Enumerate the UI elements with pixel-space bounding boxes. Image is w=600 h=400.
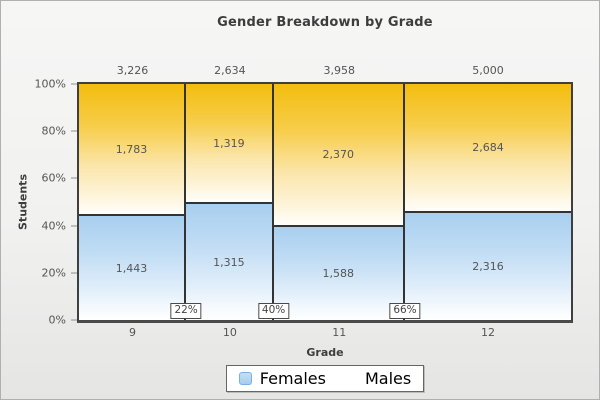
y-tick-mark xyxy=(71,130,77,132)
segment-value-label: 2,316 xyxy=(472,259,504,273)
y-axis-title: Students xyxy=(16,174,30,230)
x-tick-label: 10 xyxy=(222,326,237,339)
column-total-label: 3,226 xyxy=(116,64,149,77)
column-total-label: 5,000 xyxy=(472,64,504,77)
males-segment-grade-9[interactable]: 1,783 xyxy=(79,84,185,215)
segment-value-label: 1,783 xyxy=(115,142,148,156)
x-tick-label: 11 xyxy=(332,326,347,339)
column-total-label: 2,634 xyxy=(214,64,246,77)
segment-value-label: 2,684 xyxy=(472,140,504,154)
y-tick-mark xyxy=(71,177,77,179)
column-total-label: 3,958 xyxy=(323,64,356,77)
legend-row: Females Males xyxy=(79,365,571,392)
y-tick-label: 100% xyxy=(34,77,66,91)
legend-swatch-males xyxy=(344,372,357,385)
segment-value-label: 1,315 xyxy=(213,255,245,269)
segment-value-label: 1,588 xyxy=(322,267,355,281)
legend-item-males[interactable]: Males xyxy=(344,369,411,388)
y-tick-mark xyxy=(71,225,77,227)
y-tick-label: 0% xyxy=(48,313,66,327)
y-tick-mark xyxy=(71,83,77,85)
legend-swatch-females xyxy=(238,372,252,385)
y-tick-label: 20% xyxy=(41,266,66,280)
segment-value-label: 2,370 xyxy=(322,148,355,162)
column-grade-12: 2,684 2,316 xyxy=(404,84,571,320)
cumulative-percent-badge: 40% xyxy=(257,303,290,319)
y-tick-mark xyxy=(71,319,77,321)
females-segment-grade-11[interactable]: 1,588 xyxy=(273,225,403,320)
cumulative-percent-badge: 22% xyxy=(170,303,202,319)
y-tick-label: 40% xyxy=(41,219,66,233)
column-grade-10: 1,319 1,315 xyxy=(186,84,274,320)
column-grade-9: 1,783 1,443 xyxy=(79,84,187,320)
legend-item-label: Females xyxy=(259,369,326,388)
y-tick-label: 80% xyxy=(41,124,66,138)
y-axis-tick-marks xyxy=(71,83,77,321)
legend-item-label: Males xyxy=(364,369,412,388)
females-segment-grade-10[interactable]: 1,315 xyxy=(186,202,272,320)
males-segment-grade-10[interactable]: 1,319 xyxy=(186,84,272,203)
x-axis-tick-labels: 9 10 11 12 xyxy=(79,326,571,339)
legend: Females Males xyxy=(225,365,425,392)
segment-value-label: 1,319 xyxy=(213,136,245,150)
males-segment-grade-11[interactable]: 2,370 xyxy=(273,84,403,226)
chart-title: Gender Breakdown by Grade xyxy=(217,15,433,30)
column-totals-row: 3,226 2,634 3,958 5,000 xyxy=(79,64,571,78)
y-tick-mark xyxy=(71,272,77,274)
females-segment-grade-12[interactable]: 2,316 xyxy=(404,210,571,320)
x-tick-label: 9 xyxy=(129,326,137,339)
y-axis-tick-labels: 0% 20% 40% 60% 80% 100% xyxy=(1,78,71,327)
cumulative-percent-badge: 66% xyxy=(389,303,421,319)
legend-item-females[interactable]: Females xyxy=(238,369,326,388)
females-segment-grade-9[interactable]: 1,443 xyxy=(79,214,185,320)
mosaic-plot: 1,783 1,443 22% 1,319 1,315 40% 2,370 1,588 66% 2… xyxy=(77,82,573,323)
x-tick-label: 12 xyxy=(480,326,495,339)
x-axis-title: Grade xyxy=(306,346,344,359)
males-segment-grade-12[interactable]: 2,684 xyxy=(404,84,571,211)
column-grade-11: 2,370 1,588 xyxy=(273,84,405,320)
y-tick-label: 60% xyxy=(41,171,66,185)
segment-value-label: 1,443 xyxy=(115,261,148,275)
